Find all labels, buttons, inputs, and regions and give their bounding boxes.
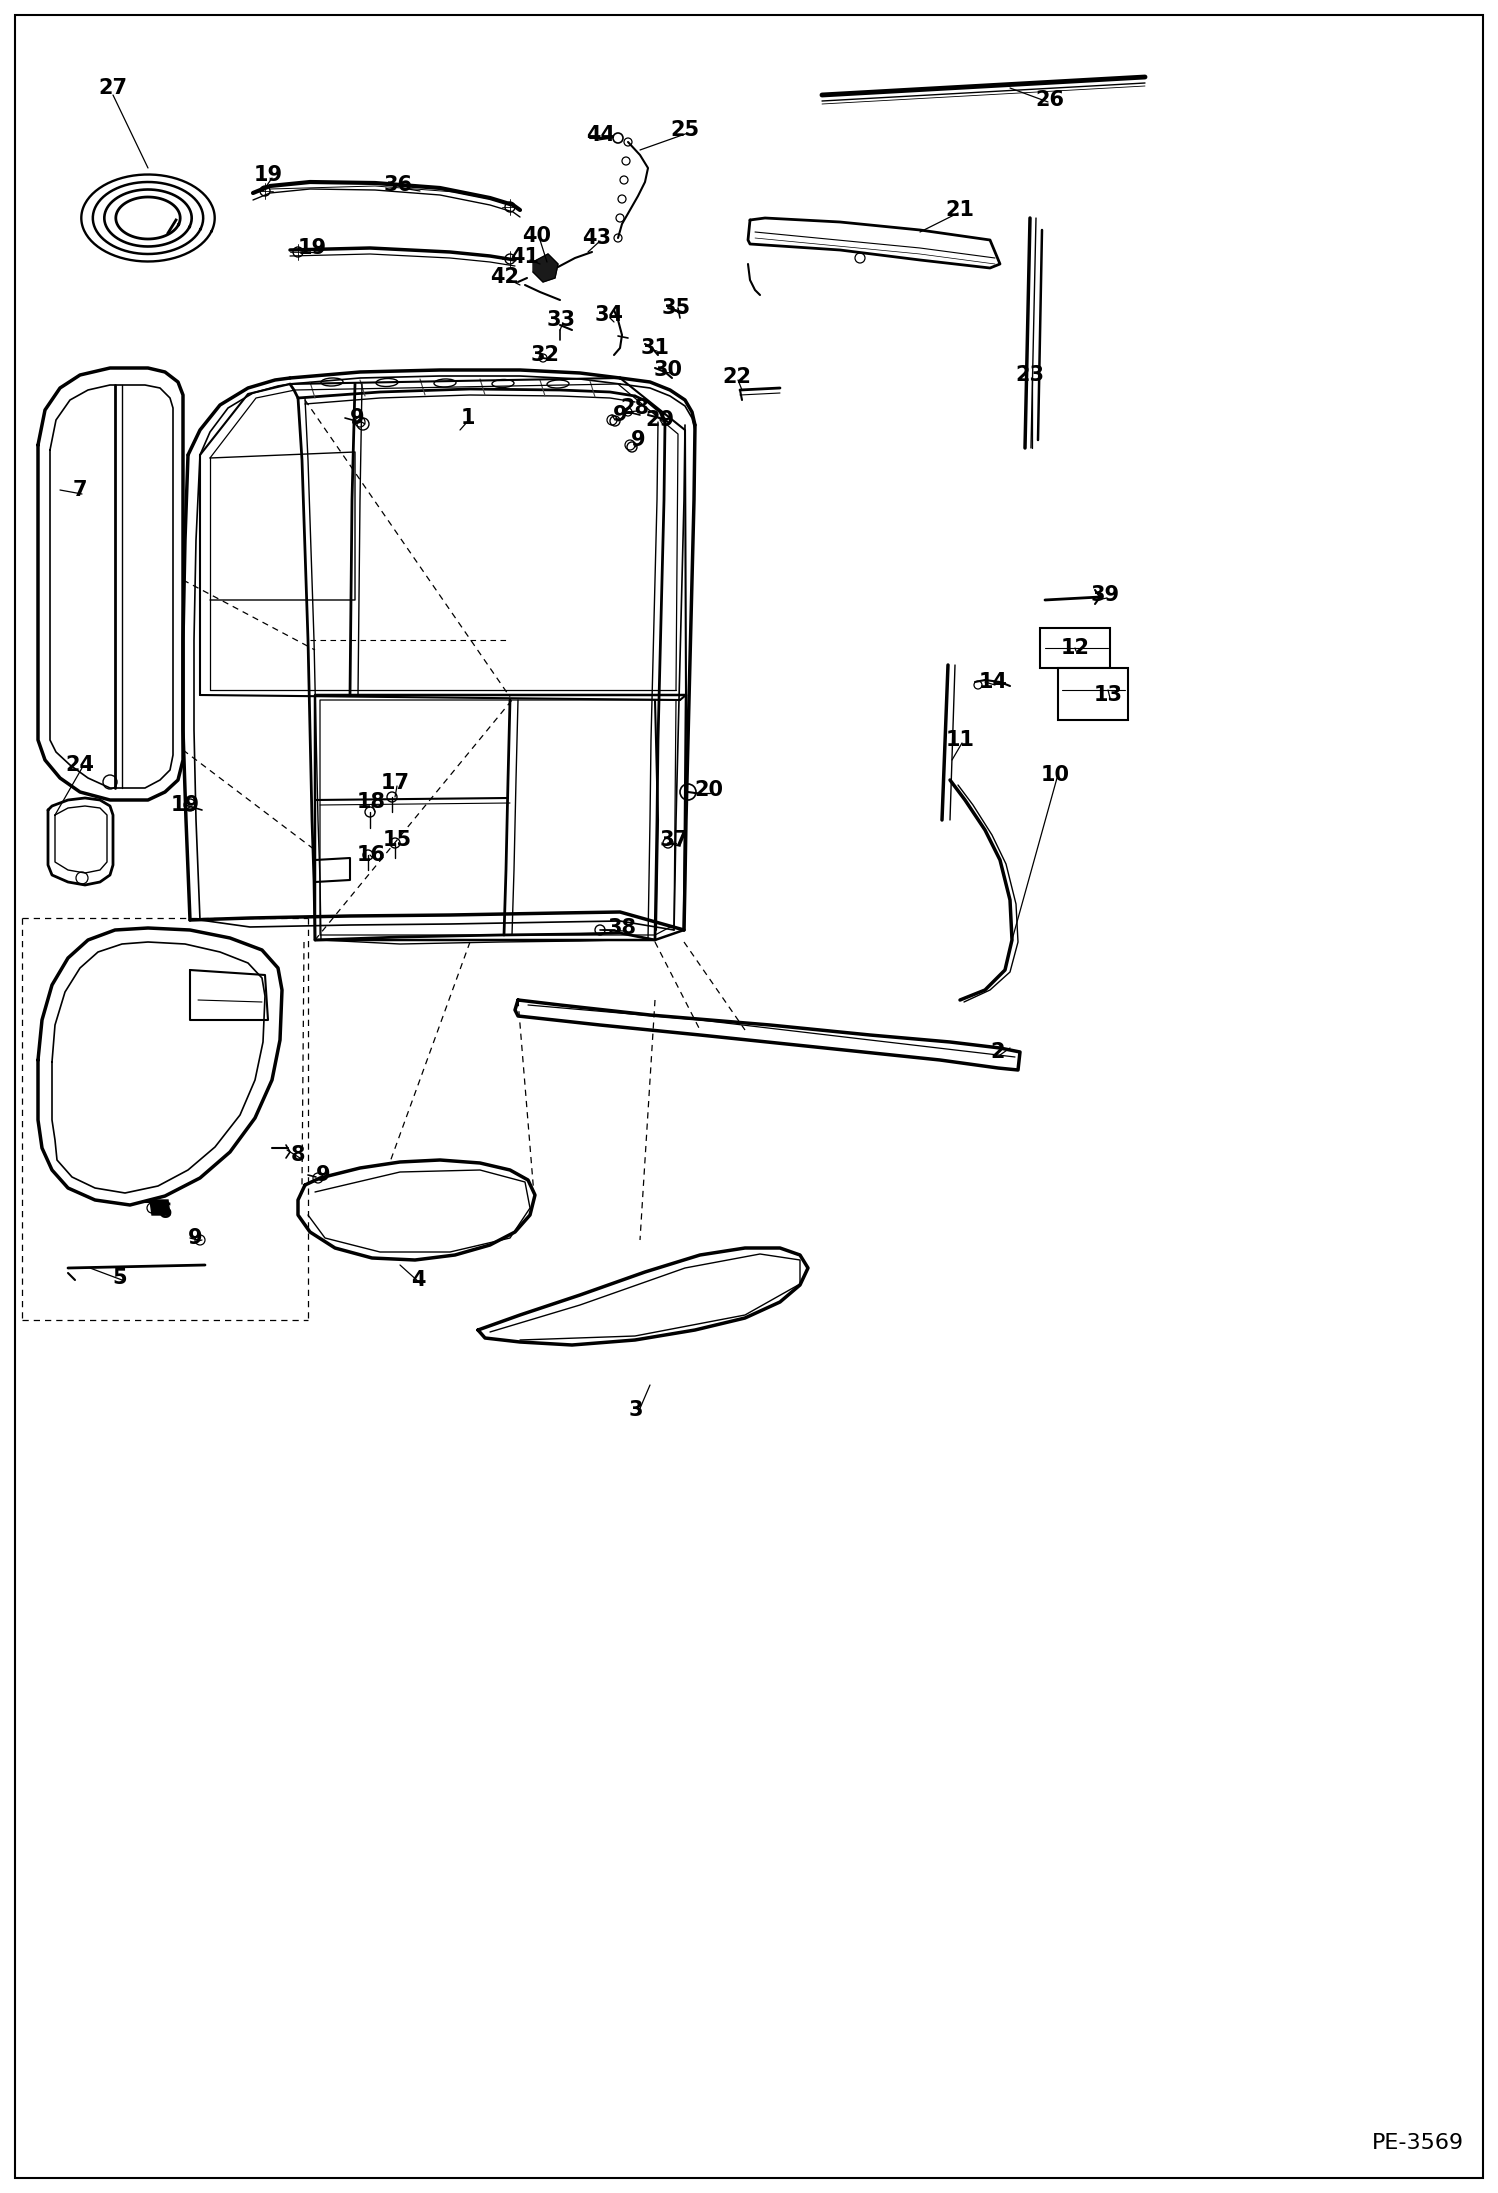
Text: 1: 1 — [461, 408, 475, 428]
Text: 27: 27 — [99, 79, 127, 99]
Text: 8: 8 — [291, 1145, 306, 1164]
Text: 3: 3 — [629, 1399, 643, 1421]
Bar — [1058, 669, 1128, 719]
Text: 9: 9 — [316, 1164, 331, 1184]
Polygon shape — [150, 1200, 169, 1215]
Text: 37: 37 — [659, 829, 689, 851]
Text: PE-3569: PE-3569 — [1372, 2134, 1464, 2154]
Text: 32: 32 — [530, 344, 559, 364]
Text: 9: 9 — [613, 406, 628, 425]
Text: 31: 31 — [641, 338, 670, 357]
Text: 38: 38 — [608, 919, 637, 939]
Text: 36: 36 — [383, 175, 412, 195]
Text: 15: 15 — [382, 829, 412, 851]
Text: 44: 44 — [587, 125, 616, 145]
Text: 9: 9 — [349, 408, 364, 428]
Bar — [1040, 627, 1110, 669]
Text: 41: 41 — [511, 248, 539, 268]
Text: 16: 16 — [357, 844, 385, 864]
Text: 22: 22 — [722, 366, 752, 386]
Text: 35: 35 — [662, 298, 691, 318]
Text: 19: 19 — [171, 796, 199, 816]
Text: 7: 7 — [73, 480, 87, 500]
Text: 40: 40 — [523, 226, 551, 246]
Text: 24: 24 — [66, 754, 94, 774]
Text: 23: 23 — [1016, 364, 1044, 386]
Text: 10: 10 — [1041, 765, 1070, 785]
Text: 6: 6 — [157, 1202, 172, 1222]
Text: 17: 17 — [380, 772, 409, 794]
Polygon shape — [533, 254, 557, 283]
Text: 34: 34 — [595, 305, 623, 325]
Text: 9: 9 — [187, 1228, 202, 1248]
Text: 29: 29 — [646, 410, 674, 430]
Text: 26: 26 — [1035, 90, 1065, 110]
Text: 43: 43 — [583, 228, 611, 248]
Text: 28: 28 — [620, 397, 650, 419]
Text: 12: 12 — [1061, 638, 1089, 658]
Text: 42: 42 — [490, 268, 520, 287]
Text: 2: 2 — [990, 1042, 1005, 1061]
Text: 30: 30 — [653, 360, 683, 379]
Text: 18: 18 — [357, 792, 385, 811]
Text: 33: 33 — [547, 309, 575, 329]
Text: 11: 11 — [945, 730, 975, 750]
Text: 13: 13 — [1094, 684, 1122, 704]
Text: 4: 4 — [410, 1270, 425, 1289]
Text: 20: 20 — [695, 781, 724, 800]
Text: 19: 19 — [253, 164, 283, 184]
Text: 14: 14 — [978, 671, 1008, 693]
Text: 21: 21 — [945, 200, 975, 219]
Text: 5: 5 — [112, 1268, 127, 1287]
Text: 9: 9 — [631, 430, 646, 450]
Text: 25: 25 — [671, 121, 700, 140]
Text: 39: 39 — [1091, 586, 1119, 605]
Text: 19: 19 — [298, 239, 327, 259]
